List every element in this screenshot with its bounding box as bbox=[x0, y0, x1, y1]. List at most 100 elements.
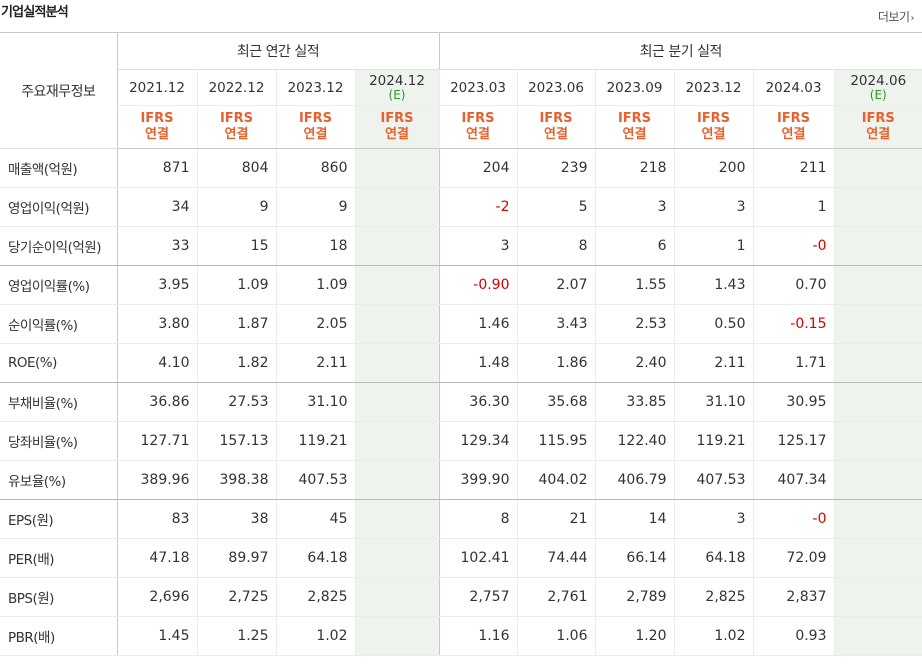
value-cell: 89.97 bbox=[196, 538, 276, 578]
value-cell: 2,761 bbox=[516, 577, 595, 617]
value-cell: 38 bbox=[196, 499, 276, 539]
table-row: 순이익률(%) 3.80 1.87 2.05 1.46 3.43 2.53 0.50 -0.15 bbox=[0, 304, 922, 344]
value-cell: 2,825 bbox=[275, 577, 355, 617]
value-cell: 3 bbox=[438, 226, 517, 266]
value-cell: 36.30 bbox=[438, 382, 517, 422]
value-cell: 1.09 bbox=[196, 265, 276, 305]
value-cell: 122.40 bbox=[594, 421, 674, 461]
standard-label: IFRS bbox=[219, 111, 254, 126]
standard-cell: IFRS 연결 bbox=[354, 105, 439, 149]
value-cell: 35.68 bbox=[516, 382, 595, 422]
value-cell: 8 bbox=[438, 499, 517, 539]
value-cell bbox=[354, 499, 439, 539]
table-row: 당좌비율(%) 127.71 157.13 119.21 129.34 115.95 122… bbox=[0, 421, 922, 461]
value-cell: 30.95 bbox=[752, 382, 834, 422]
value-cell: 2,825 bbox=[673, 577, 753, 617]
value-cell: 2,696 bbox=[116, 577, 197, 617]
value-cell: 72.09 bbox=[752, 538, 834, 578]
value-cell: 5 bbox=[516, 187, 595, 227]
value-cell: 871 bbox=[116, 148, 197, 188]
value-cell: 15 bbox=[196, 226, 276, 266]
value-cell: 1.16 bbox=[438, 616, 517, 656]
row-label: 당기순이익(억원) bbox=[0, 226, 118, 266]
value-cell: 2.07 bbox=[516, 265, 595, 305]
consolidation-label: 연결 bbox=[385, 127, 409, 142]
value-cell: 1.86 bbox=[516, 343, 595, 383]
value-cell: 398.38 bbox=[196, 460, 276, 500]
table-row: 부채비율(%) 36.86 27.53 31.10 36.30 35.68 33.85 31.… bbox=[0, 382, 922, 422]
value-cell: 2.11 bbox=[275, 343, 355, 383]
value-cell: 1.06 bbox=[516, 616, 595, 656]
date-quarter-estimate: 2024.06 (E) bbox=[833, 69, 922, 106]
value-cell: 31.10 bbox=[673, 382, 753, 422]
standard-cell: IFRS 연결 bbox=[833, 105, 922, 149]
value-cell: 1.02 bbox=[673, 616, 753, 656]
value-cell: -0.15 bbox=[752, 304, 834, 344]
value-cell: 2,725 bbox=[196, 577, 276, 617]
row-label: BPS(원) bbox=[0, 577, 118, 617]
value-cell bbox=[833, 460, 922, 500]
consolidation-label: 연결 bbox=[622, 127, 647, 142]
standard-label: IFRS bbox=[617, 111, 652, 126]
chevron-right-icon: › bbox=[910, 13, 915, 24]
value-cell: 406.79 bbox=[594, 460, 674, 500]
value-cell: 1.43 bbox=[673, 265, 753, 305]
table-row: 유보율(%) 389.96 398.38 407.53 399.90 404.02 406.… bbox=[0, 460, 922, 500]
value-cell bbox=[354, 265, 439, 305]
financial-summary-table: 주요재무정보 최근 연간 실적 최근 분기 실적 2021.12 2022.12… bbox=[0, 32, 922, 656]
consolidation-label: 연결 bbox=[544, 127, 568, 142]
date-header-row: 2021.12 2022.12 2023.12 2024.12 (E) 2023.… bbox=[0, 69, 922, 106]
value-cell: 204 bbox=[438, 148, 517, 188]
row-label: 영업이익(억원) bbox=[0, 187, 118, 227]
value-cell: 9 bbox=[196, 187, 276, 227]
value-cell: 3.80 bbox=[116, 304, 197, 344]
consolidation-label: 연결 bbox=[466, 127, 490, 142]
value-cell: 1.87 bbox=[196, 304, 276, 344]
value-cell bbox=[354, 538, 439, 578]
table-row: EPS(원) 83 38 45 8 21 14 3 -0 bbox=[0, 499, 922, 539]
value-cell: 36.86 bbox=[116, 382, 197, 422]
consolidation-label: 연결 bbox=[866, 127, 891, 142]
value-cell: 1.71 bbox=[752, 343, 834, 383]
value-cell: 1.48 bbox=[438, 343, 517, 383]
value-cell: 200 bbox=[673, 148, 753, 188]
consolidation-label: 연결 bbox=[224, 127, 249, 142]
row-label: 당좌비율(%) bbox=[0, 421, 118, 461]
value-cell: 804 bbox=[196, 148, 276, 188]
value-cell: 83 bbox=[116, 499, 197, 539]
value-cell: 4.10 bbox=[116, 343, 197, 383]
value-cell: 33 bbox=[116, 226, 197, 266]
value-cell bbox=[354, 616, 439, 656]
value-cell: 3 bbox=[594, 187, 674, 227]
value-cell: 18 bbox=[275, 226, 355, 266]
value-cell: 1 bbox=[673, 226, 753, 266]
value-cell bbox=[833, 226, 922, 266]
more-link[interactable]: 더보기› bbox=[878, 8, 915, 25]
value-cell: 47.18 bbox=[116, 538, 197, 578]
standard-cell: IFRS 연결 bbox=[275, 105, 355, 149]
value-cell: 2,837 bbox=[752, 577, 834, 617]
value-cell: 407.34 bbox=[752, 460, 834, 500]
value-cell: 129.34 bbox=[438, 421, 517, 461]
table-body: 매출액(억원) 871 804 860 204 239 218 200 211 영업이익(억원) 3… bbox=[0, 148, 922, 656]
date-annual-estimate: 2024.12 (E) bbox=[354, 69, 439, 106]
value-cell: 2.11 bbox=[673, 343, 753, 383]
standard-cell: IFRS 연결 bbox=[438, 105, 517, 149]
value-cell: 127.71 bbox=[116, 421, 197, 461]
value-cell bbox=[833, 538, 922, 578]
value-cell: 64.18 bbox=[673, 538, 753, 578]
value-cell: 31.10 bbox=[275, 382, 355, 422]
value-cell: 407.53 bbox=[673, 460, 753, 500]
value-cell bbox=[833, 499, 922, 539]
standard-label: IFRS bbox=[140, 111, 174, 126]
standard-header-row: IFRS 연결 IFRS 연결 IFRS 연결 IFRS 연결 IFRS 연결 IFRS 연결 IFRS… bbox=[0, 105, 922, 149]
value-cell: 3 bbox=[673, 499, 753, 539]
value-cell bbox=[833, 304, 922, 344]
table-row: ROE(%) 4.10 1.82 2.11 1.48 1.86 2.40 2.11 1.71 bbox=[0, 343, 922, 383]
row-label: 매출액(억원) bbox=[0, 148, 118, 188]
row-label: EPS(원) bbox=[0, 499, 118, 539]
value-cell: 211 bbox=[752, 148, 834, 188]
value-cell: 0.93 bbox=[752, 616, 834, 656]
standard-cell: IFRS 연결 bbox=[594, 105, 674, 149]
value-cell bbox=[354, 343, 439, 383]
